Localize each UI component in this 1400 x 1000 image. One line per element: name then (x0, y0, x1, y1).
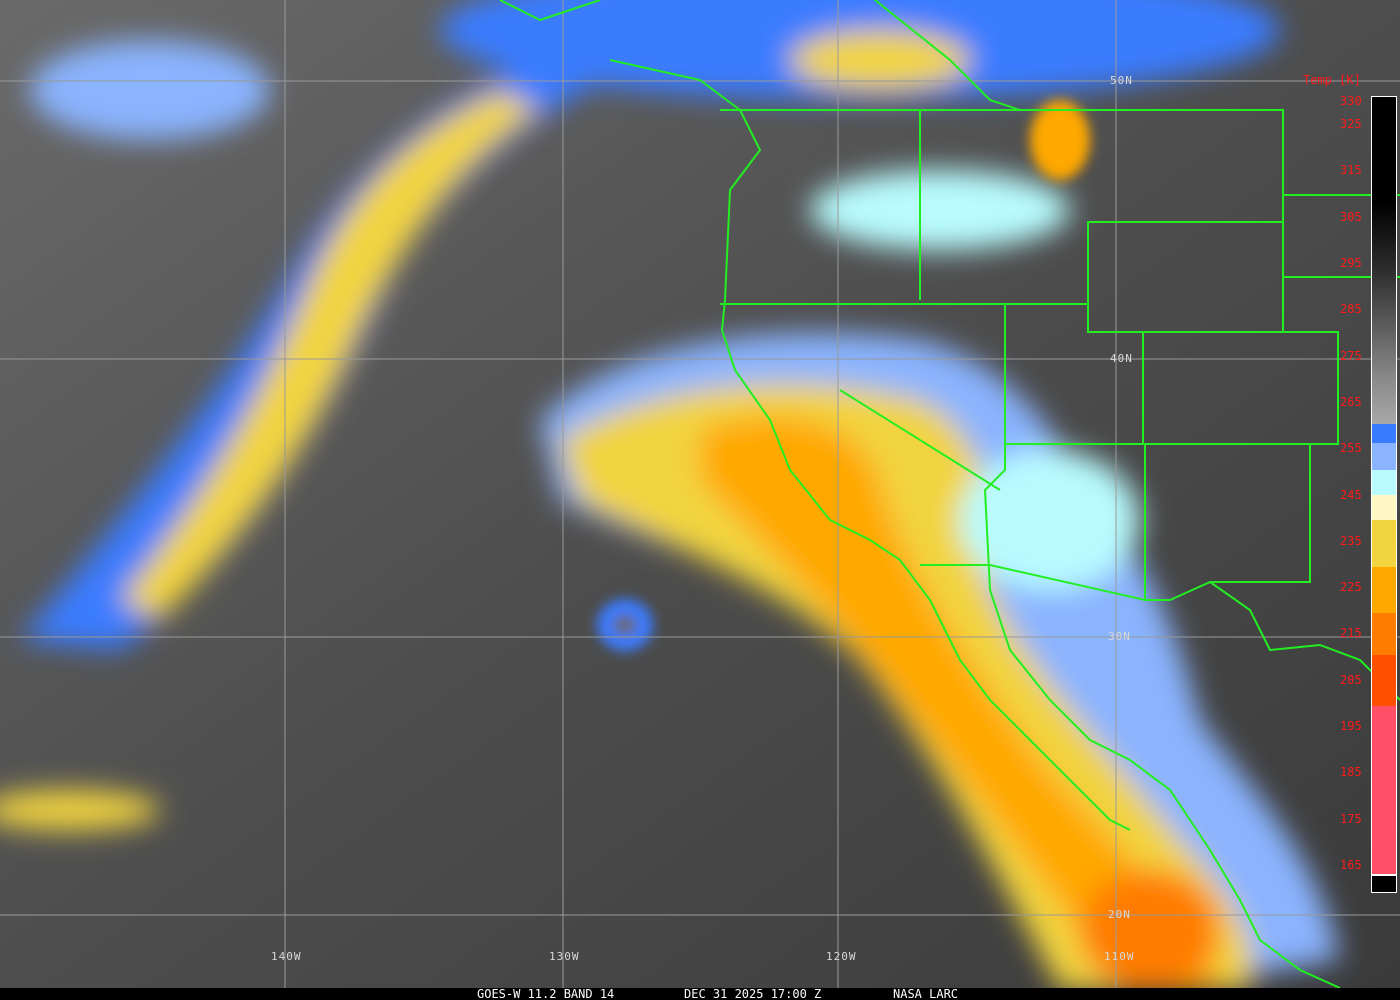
legend-tick-label: 225 (1340, 580, 1362, 595)
longitude-label-130w: 130W (549, 950, 580, 963)
legend-tick-label: 175 (1340, 811, 1362, 826)
image-caption-bar: GOES-W 11.2 BAND 14 DEC 31 2025 17:00 Z … (0, 988, 1400, 1000)
longitude-label-140w: 140W (271, 950, 302, 963)
legend-tick-label: 245 (1340, 487, 1362, 502)
timestamp-label: DEC 31 2025 17:00 Z (684, 987, 822, 1000)
latitude-label-50n: 50N (1110, 74, 1133, 87)
legend-tick-label: 275 (1340, 348, 1362, 363)
legend-tick-label: 195 (1340, 719, 1362, 734)
latitude-label-20n: 20N (1108, 908, 1131, 921)
longitude-label-110w: 110W (1104, 950, 1135, 963)
legend-tick-label: 235 (1340, 533, 1362, 548)
latitude-label-40n: 40N (1110, 352, 1133, 365)
legend-tick-label: 325 (1340, 117, 1362, 132)
legend-tick-label: 255 (1340, 441, 1362, 456)
legend-tick-label: 330 (1340, 94, 1362, 108)
legend-tick-label: 265 (1340, 394, 1362, 409)
product-label: GOES-W 11.2 BAND 14 (477, 987, 615, 1000)
longitude-label-120w: 120W (826, 950, 857, 963)
legend-tick-label: 205 (1340, 672, 1362, 687)
color-bar (1371, 96, 1397, 893)
cloud-tops (0, 0, 1340, 991)
legend-title: Temp [K] (1303, 73, 1361, 87)
credit-label: NASA LARC (893, 987, 959, 1000)
legend-tick-label: 305 (1340, 209, 1362, 224)
legend-tick-label: 315 (1340, 163, 1362, 178)
legend-tick-label: 165 (1340, 857, 1362, 872)
political-boundaries (499, 0, 1400, 989)
latitude-label-30n: 30N (1108, 630, 1131, 643)
legend-tick-label: 295 (1340, 256, 1362, 271)
legend-tick-label: 285 (1340, 302, 1362, 317)
legend-tick-label: 215 (1340, 626, 1362, 641)
legend-tick-label: 185 (1340, 765, 1362, 780)
